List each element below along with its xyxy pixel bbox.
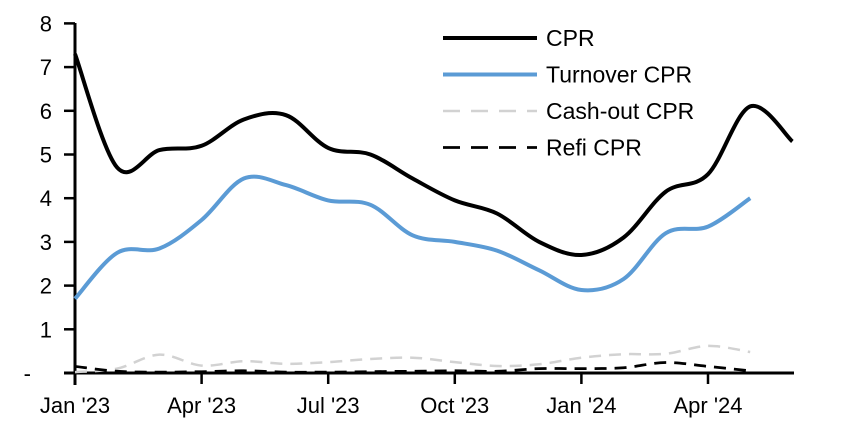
y-tick-label: 3: [40, 230, 52, 255]
y-tick-label: 4: [40, 186, 52, 211]
legend-label-turnover-cpr: Turnover CPR: [546, 62, 692, 88]
y-tick-label: 2: [40, 274, 52, 299]
x-tick-label: Apr '23: [167, 393, 236, 418]
y-tick-label: 1: [40, 317, 52, 342]
x-tick-label: Jul '23: [297, 393, 360, 418]
y-tick-label: 5: [40, 143, 52, 168]
x-tick-label: Oct '23: [420, 393, 489, 418]
y-tick-label: 8: [40, 11, 52, 36]
legend: CPR Turnover CPR Cash-out CPR Refi CPR: [443, 25, 694, 161]
series-line-cpr: [73, 53, 794, 258]
series-line-turnover-cpr: [73, 174, 752, 301]
legend-label-cpr: CPR: [546, 25, 595, 51]
x-axis-labels: Jan '23 Apr '23 Jul '23 Oct '23 Jan '24 Apr '…: [40, 393, 743, 418]
y-axis-labels: 8 7 6 5 4 3 2 1-: [24, 11, 52, 386]
series-lines: [73, 53, 794, 374]
series-line-cash-out-cpr: [74, 344, 751, 374]
legend-label-cash-out-cpr: Cash-out CPR: [546, 98, 694, 124]
legend-label-refi-cpr: Refi CPR: [546, 135, 642, 161]
y-tick-label: -: [24, 361, 31, 386]
x-tick-label: Jan '24: [546, 393, 616, 418]
x-tick-label: Jan '23: [40, 393, 110, 418]
y-tick-label: 7: [40, 55, 52, 80]
series-line-refi-cpr: [74, 361, 751, 374]
y-tick-label: 6: [40, 99, 52, 124]
x-tick-label: Apr '24: [673, 393, 742, 418]
